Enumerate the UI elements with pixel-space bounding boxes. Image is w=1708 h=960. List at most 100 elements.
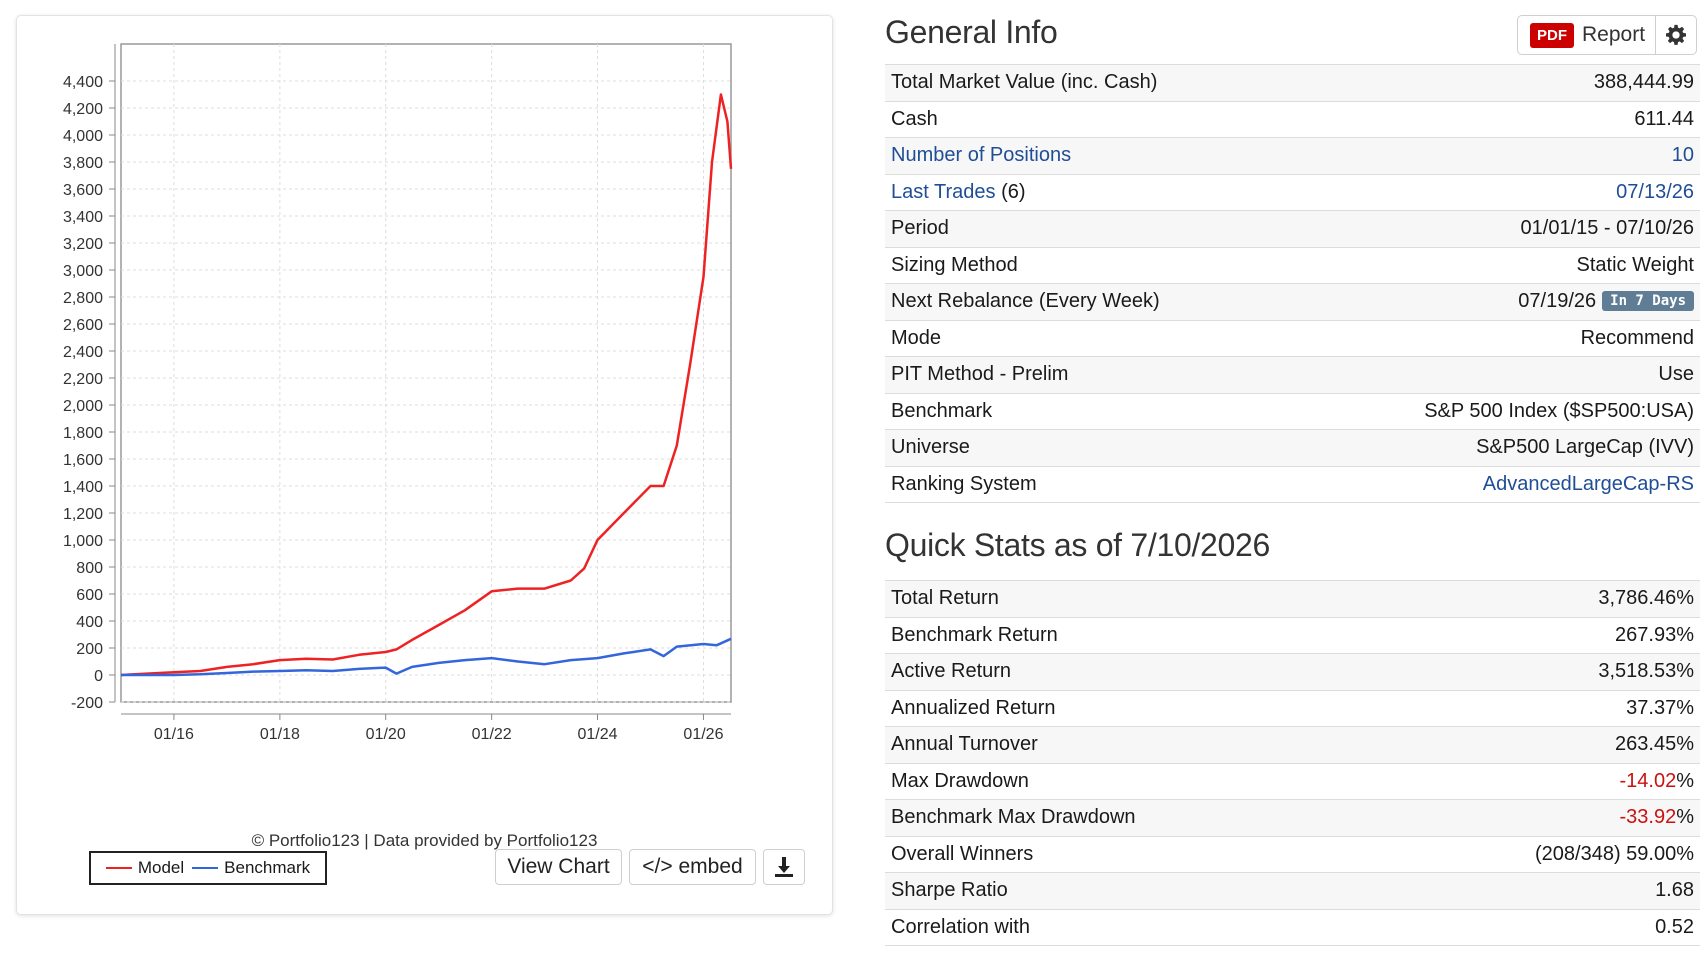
quick-stats-table: Total Return 3,786.46% Benchmark Return 26… [885, 580, 1700, 946]
view-chart-button[interactable]: View Chart [495, 849, 622, 885]
y-tick-label: 3,000 [63, 263, 103, 280]
settings-button[interactable] [1656, 16, 1696, 54]
x-tick-label: 01/20 [366, 726, 406, 743]
row-label: Overall Winners [885, 835, 1374, 873]
row-label: Total Market Value (inc. Cash) [885, 64, 1292, 101]
table-row: PIT Method - Prelim Use [885, 356, 1700, 393]
table-row: Sizing Method Static Weight [885, 246, 1700, 284]
table-row: Mode Recommend [885, 319, 1700, 357]
row-label: Benchmark Return [885, 616, 1374, 654]
pct-sign: % [1676, 806, 1694, 829]
y-tick-label: 1,600 [63, 452, 103, 469]
y-tick-label: 3,600 [63, 182, 103, 199]
y-tick-label: 4,000 [63, 128, 103, 145]
report-button-group: PDF Report [1517, 15, 1698, 55]
x-tick-label: 01/26 [683, 726, 723, 743]
days-badge: In 7 Days [1602, 291, 1694, 312]
performance-chart-card: -200 0 200 400 600 800 1,000 1,200 1,400 1,600 1,8… [16, 15, 833, 915]
report-label: Report [1582, 23, 1646, 46]
row-label: PIT Method - Prelim [885, 356, 1292, 393]
y-tick-label: 200 [76, 641, 103, 658]
row-label: Annual Turnover [885, 726, 1374, 763]
y-tick-label: 2,200 [63, 371, 103, 388]
row-value: Recommend [1291, 319, 1700, 357]
row-value: 3,518.53% [1374, 653, 1700, 690]
pdf-badge: PDF [1530, 22, 1574, 48]
y-tick-label: 1,000 [63, 533, 103, 550]
row-value: 267.93% [1374, 616, 1700, 654]
row-value: 0.52 [1374, 908, 1700, 946]
pct-sign: % [1676, 769, 1694, 792]
row-label: Sizing Method [885, 246, 1292, 284]
row-value: 1.68 [1374, 872, 1700, 909]
y-tick-label: 2,800 [63, 290, 103, 307]
table-row: Number of Positions 10 [885, 137, 1700, 174]
y-tick-label: 4,200 [63, 101, 103, 118]
row-label: Period [885, 210, 1292, 247]
table-row: Sharpe Ratio 1.68 [885, 872, 1700, 909]
y-tick-label: 3,400 [63, 209, 103, 226]
row-value: (208/348) 59.00% [1374, 835, 1700, 873]
legend-item-model[interactable]: Model [105, 858, 185, 878]
row-label: Benchmark Max Drawdown [885, 799, 1374, 836]
series-line-model [120, 93, 733, 677]
table-row: Universe S&P500 LargeCap (IVV) [885, 429, 1700, 466]
last-trades-link[interactable]: Last Trades [891, 180, 996, 203]
row-value: 01/01/15 - 07/10/26 [1291, 210, 1700, 247]
x-tick-label: 01/22 [472, 726, 512, 743]
row-label: Total Return [885, 580, 1374, 617]
x-tick-label: 01/18 [260, 726, 300, 743]
table-row: Overall Winners (208/348) 59.00% [885, 835, 1700, 873]
row-value: 37.37% [1374, 689, 1700, 727]
y-tick-label: 2,000 [63, 398, 103, 415]
y-tick-label: 3,800 [63, 155, 103, 172]
y-tick-label: 800 [76, 560, 103, 577]
x-tick-label: 01/24 [577, 726, 617, 743]
row-label: Next Rebalance (Every Week) [885, 283, 1292, 320]
y-tick-label: 2,400 [63, 344, 103, 361]
table-row: Cash 611.44 [885, 100, 1700, 138]
table-row: Active Return 3,518.53% [885, 653, 1700, 690]
table-row: Annual Turnover 263.45% [885, 726, 1700, 763]
row-value: 3,786.46% [1374, 580, 1700, 617]
ranking-system-link[interactable]: AdvancedLargeCap-RS [1482, 472, 1694, 495]
legend-item-benchmark[interactable]: Benchmark [192, 858, 310, 878]
y-tick-label: 400 [76, 614, 103, 631]
download-button[interactable] [763, 849, 805, 885]
general-info-title: General Info [885, 14, 1058, 50]
row-value: Use [1291, 356, 1700, 393]
max-drawdown-value: -14.02 [1619, 769, 1677, 792]
download-icon [775, 857, 793, 877]
row-label: Correlation with [885, 908, 1374, 946]
table-row: Benchmark Max Drawdown -33.92% [885, 799, 1700, 836]
x-tick-label: 01/16 [154, 726, 194, 743]
table-row: Last Trades (6) 07/13/26 [885, 173, 1700, 211]
y-tick-label: 3,200 [63, 236, 103, 253]
y-tick-label: 2,600 [63, 317, 103, 334]
chart-legend: Model Benchmark [89, 851, 327, 885]
legend-label-benchmark: Benchmark [224, 858, 311, 877]
table-row: Next Rebalance (Every Week) 07/19/26 In 7 … [885, 283, 1700, 320]
legend-swatch-model [105, 867, 132, 869]
y-tick-label: 600 [76, 587, 103, 604]
row-label: Benchmark [885, 392, 1292, 430]
last-trades-date-link[interactable]: 07/13/26 [1616, 180, 1694, 203]
rebalance-date: 07/19/26 [1518, 290, 1597, 313]
performance-chart: -200 0 200 400 600 800 1,000 1,200 1,400 1,600 1,8… [63, 43, 733, 743]
row-value: 263.45% [1374, 726, 1700, 763]
plot-area [120, 43, 732, 703]
table-row: Benchmark S&P 500 Index ($SP500:USA) [885, 392, 1700, 430]
y-tick-label: -200 [71, 695, 103, 712]
pdf-report-button[interactable]: PDF Report [1518, 16, 1657, 54]
chart-credit: © Portfolio123 | Data provided by Portfo… [251, 831, 598, 850]
y-tick-label: 1,200 [63, 506, 103, 523]
gear-icon [1666, 24, 1687, 45]
embed-button[interactable]: </> embed [629, 849, 756, 885]
table-row: Total Return 3,786.46% [885, 580, 1700, 617]
table-row: Max Drawdown -14.02% [885, 762, 1700, 800]
positions-count-link[interactable]: 10 [1671, 144, 1694, 167]
legend-label-model: Model [137, 858, 185, 877]
table-row: Ranking System AdvancedLargeCap-RS [885, 465, 1700, 503]
series-line-benchmark [121, 637, 732, 677]
positions-link[interactable]: Number of Positions [891, 144, 1072, 167]
